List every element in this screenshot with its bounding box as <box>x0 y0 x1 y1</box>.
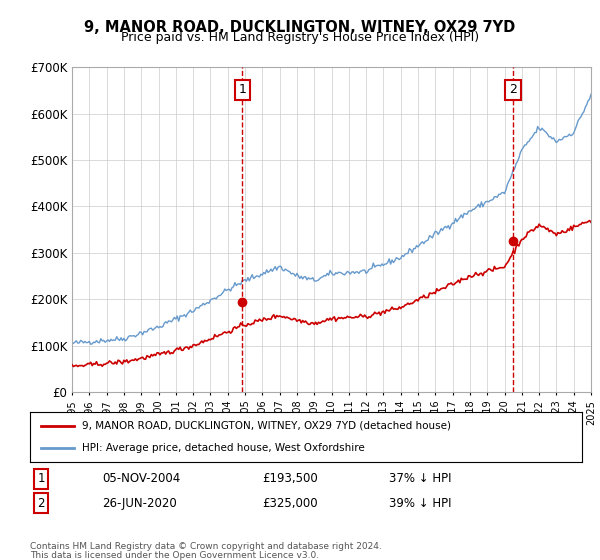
Text: 05-NOV-2004: 05-NOV-2004 <box>102 472 180 486</box>
Text: 2: 2 <box>509 83 517 96</box>
Text: Contains HM Land Registry data © Crown copyright and database right 2024.: Contains HM Land Registry data © Crown c… <box>30 542 382 551</box>
Text: This data is licensed under the Open Government Licence v3.0.: This data is licensed under the Open Gov… <box>30 551 319 560</box>
Text: 2: 2 <box>37 497 45 510</box>
Text: 37% ↓ HPI: 37% ↓ HPI <box>389 472 451 486</box>
Text: £325,000: £325,000 <box>262 497 317 510</box>
Text: HPI: Average price, detached house, West Oxfordshire: HPI: Average price, detached house, West… <box>82 443 365 453</box>
Text: 1: 1 <box>238 83 246 96</box>
Text: 1: 1 <box>37 472 45 486</box>
Text: 9, MANOR ROAD, DUCKLINGTON, WITNEY, OX29 7YD: 9, MANOR ROAD, DUCKLINGTON, WITNEY, OX29… <box>85 20 515 35</box>
Text: 9, MANOR ROAD, DUCKLINGTON, WITNEY, OX29 7YD (detached house): 9, MANOR ROAD, DUCKLINGTON, WITNEY, OX29… <box>82 421 451 431</box>
Text: Price paid vs. HM Land Registry's House Price Index (HPI): Price paid vs. HM Land Registry's House … <box>121 31 479 44</box>
Text: £193,500: £193,500 <box>262 472 317 486</box>
Text: 26-JUN-2020: 26-JUN-2020 <box>102 497 176 510</box>
Text: 39% ↓ HPI: 39% ↓ HPI <box>389 497 451 510</box>
